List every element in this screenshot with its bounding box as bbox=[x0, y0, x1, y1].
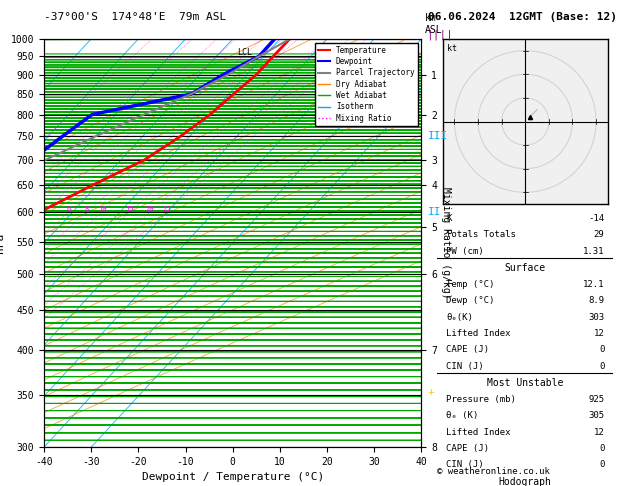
Text: km
ASL: km ASL bbox=[425, 13, 443, 35]
Text: -37°00'S  174°48'E  79m ASL: -37°00'S 174°48'E 79m ASL bbox=[44, 12, 226, 22]
Text: 06.06.2024  12GMT (Base: 12): 06.06.2024 12GMT (Base: 12) bbox=[428, 12, 616, 22]
Text: 303: 303 bbox=[588, 312, 604, 322]
Text: Most Unstable: Most Unstable bbox=[487, 378, 564, 388]
Text: PW (cm): PW (cm) bbox=[446, 247, 484, 256]
Text: 15: 15 bbox=[126, 206, 134, 212]
Text: 925: 925 bbox=[588, 395, 604, 404]
Legend: Temperature, Dewpoint, Parcel Trajectory, Dry Adiabat, Wet Adiabat, Isotherm, Mi: Temperature, Dewpoint, Parcel Trajectory… bbox=[315, 43, 418, 125]
Text: +: + bbox=[428, 387, 435, 397]
Text: Lifted Index: Lifted Index bbox=[446, 428, 511, 436]
Text: -14: -14 bbox=[588, 214, 604, 223]
Text: Hodograph: Hodograph bbox=[499, 477, 552, 486]
Text: LCL: LCL bbox=[238, 48, 252, 57]
Text: 305: 305 bbox=[588, 411, 604, 420]
Text: 0: 0 bbox=[599, 346, 604, 354]
Text: 6: 6 bbox=[66, 206, 70, 212]
X-axis label: Dewpoint / Temperature (°C): Dewpoint / Temperature (°C) bbox=[142, 472, 324, 483]
Text: CAPE (J): CAPE (J) bbox=[446, 444, 489, 453]
Text: III: III bbox=[428, 131, 448, 141]
Text: Temp (°C): Temp (°C) bbox=[446, 280, 494, 289]
Text: 8.9: 8.9 bbox=[588, 296, 604, 305]
Text: kt: kt bbox=[447, 44, 457, 52]
Text: 8: 8 bbox=[85, 206, 89, 212]
Text: 12: 12 bbox=[594, 428, 604, 436]
Text: ||||: |||| bbox=[426, 29, 453, 40]
Text: 10: 10 bbox=[97, 206, 106, 212]
Text: CAPE (J): CAPE (J) bbox=[446, 346, 489, 354]
Text: Surface: Surface bbox=[504, 263, 546, 273]
Text: 0: 0 bbox=[599, 444, 604, 453]
Text: θₑ(K): θₑ(K) bbox=[446, 312, 473, 322]
Text: 0: 0 bbox=[599, 460, 604, 469]
Text: 1.31: 1.31 bbox=[583, 247, 604, 256]
Text: CIN (J): CIN (J) bbox=[446, 460, 484, 469]
Text: 12: 12 bbox=[594, 329, 604, 338]
Text: 20: 20 bbox=[146, 206, 155, 212]
Text: Dewp (°C): Dewp (°C) bbox=[446, 296, 494, 305]
Text: © weatheronline.co.uk: © weatheronline.co.uk bbox=[437, 467, 550, 476]
Text: 25: 25 bbox=[162, 206, 170, 212]
Text: 0: 0 bbox=[599, 362, 604, 371]
Text: Lifted Index: Lifted Index bbox=[446, 329, 511, 338]
Text: Pressure (mb): Pressure (mb) bbox=[446, 395, 516, 404]
Text: II: II bbox=[428, 207, 441, 217]
Y-axis label: hPa: hPa bbox=[0, 233, 5, 253]
Text: 12.1: 12.1 bbox=[583, 280, 604, 289]
Text: Totals Totals: Totals Totals bbox=[446, 230, 516, 240]
Y-axis label: Mixing Ratio (g/kg): Mixing Ratio (g/kg) bbox=[441, 187, 451, 299]
Text: K: K bbox=[446, 214, 452, 223]
Text: 29: 29 bbox=[594, 230, 604, 240]
Text: θₑ (K): θₑ (K) bbox=[446, 411, 478, 420]
Text: CIN (J): CIN (J) bbox=[446, 362, 484, 371]
